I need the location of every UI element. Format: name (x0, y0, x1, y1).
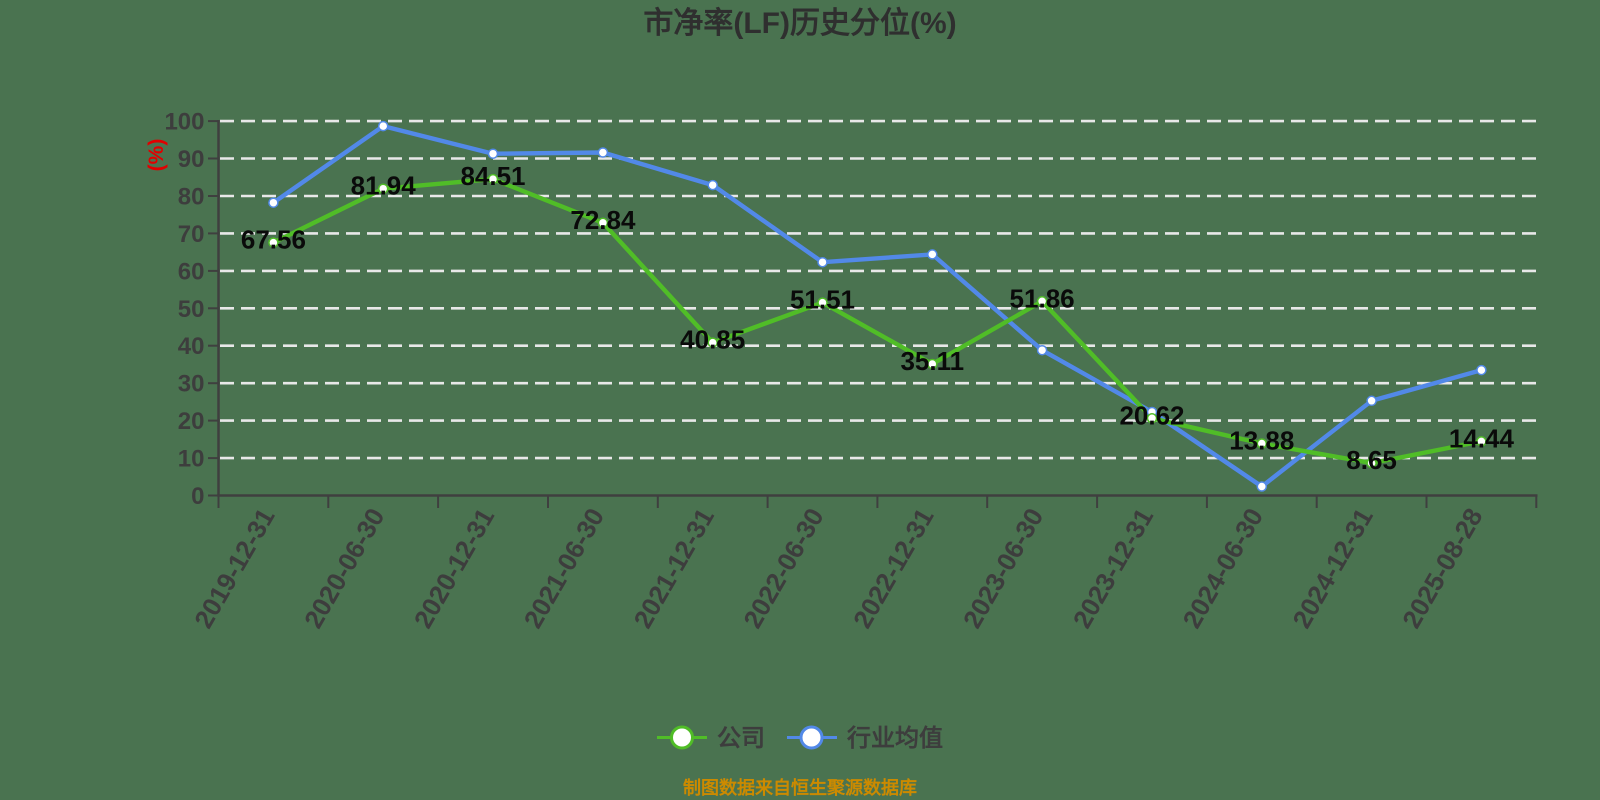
svg-text:51.86: 51.86 (1010, 283, 1075, 313)
svg-text:市净率(LF)历史分位(%): 市净率(LF)历史分位(%) (643, 6, 956, 40)
svg-text:60: 60 (178, 258, 205, 285)
svg-text:公司: 公司 (717, 725, 765, 752)
svg-text:8.65: 8.65 (1346, 445, 1397, 475)
svg-text:20: 20 (178, 408, 205, 435)
svg-text:40.85: 40.85 (680, 325, 745, 355)
svg-text:10: 10 (178, 446, 205, 473)
svg-text:84.51: 84.51 (460, 161, 525, 191)
svg-text:35.11: 35.11 (900, 346, 964, 376)
svg-text:80: 80 (178, 184, 205, 211)
svg-text:制图数据来自恒生聚源数据库: 制图数据来自恒生聚源数据库 (683, 777, 917, 798)
svg-text:0: 0 (191, 483, 204, 510)
svg-text:67.56: 67.56 (241, 225, 306, 255)
svg-text:13.88: 13.88 (1229, 426, 1294, 456)
svg-text:(%): (%) (145, 139, 168, 172)
svg-text:20.62: 20.62 (1119, 400, 1184, 430)
svg-text:100: 100 (164, 109, 204, 136)
svg-text:90: 90 (178, 146, 205, 173)
svg-text:51.51: 51.51 (790, 285, 855, 315)
svg-text:14.44: 14.44 (1449, 423, 1515, 453)
svg-text:50: 50 (178, 296, 205, 323)
svg-text:72.84: 72.84 (570, 205, 636, 235)
svg-text:81.94: 81.94 (351, 171, 417, 201)
svg-text:行业均值: 行业均值 (846, 724, 943, 752)
svg-text:70: 70 (178, 221, 205, 248)
svg-text:30: 30 (178, 371, 205, 398)
svg-text:40: 40 (178, 333, 205, 360)
